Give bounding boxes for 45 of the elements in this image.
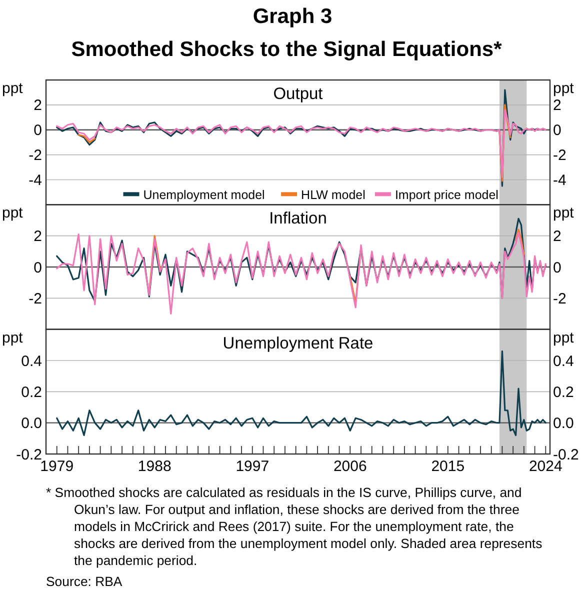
x-tick-label: 2015 xyxy=(431,458,465,475)
y2-tick-label: 2 xyxy=(553,97,562,114)
y-tick-label: 0.0 xyxy=(21,415,42,432)
y-axis-title: ppt xyxy=(2,329,24,346)
legend-label: Import price model xyxy=(394,188,498,202)
chart-title: Inflation xyxy=(269,210,327,228)
x-tick-label: 1979 xyxy=(40,458,74,475)
x-tick-label: 1988 xyxy=(138,458,172,475)
chart-title: Unemployment Rate xyxy=(222,334,374,352)
y-tick-label: 2 xyxy=(34,228,42,246)
y-axis-title: ppt xyxy=(2,204,24,222)
line-series xyxy=(56,350,546,436)
y-tick-label: -2 xyxy=(28,147,42,164)
y2-tick-label: -4 xyxy=(553,172,566,189)
y-tick-label: 0 xyxy=(34,259,42,276)
y-tick-label: -2 xyxy=(28,290,42,308)
y2-tick-label: 0.4 xyxy=(553,352,574,370)
chart-title: Output xyxy=(273,85,324,103)
y2-tick-label: 0.0 xyxy=(553,415,574,432)
text: * Smoothed shocks are calculated as residuals in the IS curve, Phillips curve, and Okun’s law. For output and inflation, these shocks are derived from the three models in McCririck and Rees (2017) suite. For the unemployment rate, the shocks are derived from the unemployment model only. Shaded area represents the pandemic period. xyxy=(46,484,544,569)
y2-tick-label: -2 xyxy=(553,290,566,308)
y2-tick-label: 0.2 xyxy=(553,384,574,401)
y2-tick-label: -2 xyxy=(553,147,566,164)
y2-tick-label: 2 xyxy=(553,228,562,246)
y-tick-label: 0 xyxy=(34,122,42,140)
legend-label: Unemployment model xyxy=(143,188,265,202)
y-tick-label: -4 xyxy=(28,172,42,189)
y-tick-label: 0.2 xyxy=(21,384,42,401)
line-series xyxy=(56,232,546,315)
line-series xyxy=(56,109,546,178)
y2-tick-label: 0 xyxy=(553,122,562,140)
y2-axis-title: ppt xyxy=(553,80,575,97)
y-tick-label: 0.4 xyxy=(21,352,42,370)
y2-axis-title: ppt xyxy=(553,329,575,346)
source-note: Source: RBA xyxy=(46,573,124,590)
y2-tick-label: 0 xyxy=(553,259,562,276)
y-tick-label: -0.2 xyxy=(16,446,42,464)
x-tick-label: 1997 xyxy=(236,458,270,475)
y2-axis-title: ppt xyxy=(553,204,575,222)
text: Smoothed Shocks to the Signal Equations* xyxy=(71,38,503,61)
x-tick-label: 2006 xyxy=(333,458,367,475)
y-axis-title: ppt xyxy=(2,80,24,97)
text: Graph 3 xyxy=(252,5,332,28)
legend-label: HLW model xyxy=(301,188,366,202)
y-tick-label: 2 xyxy=(34,97,42,114)
